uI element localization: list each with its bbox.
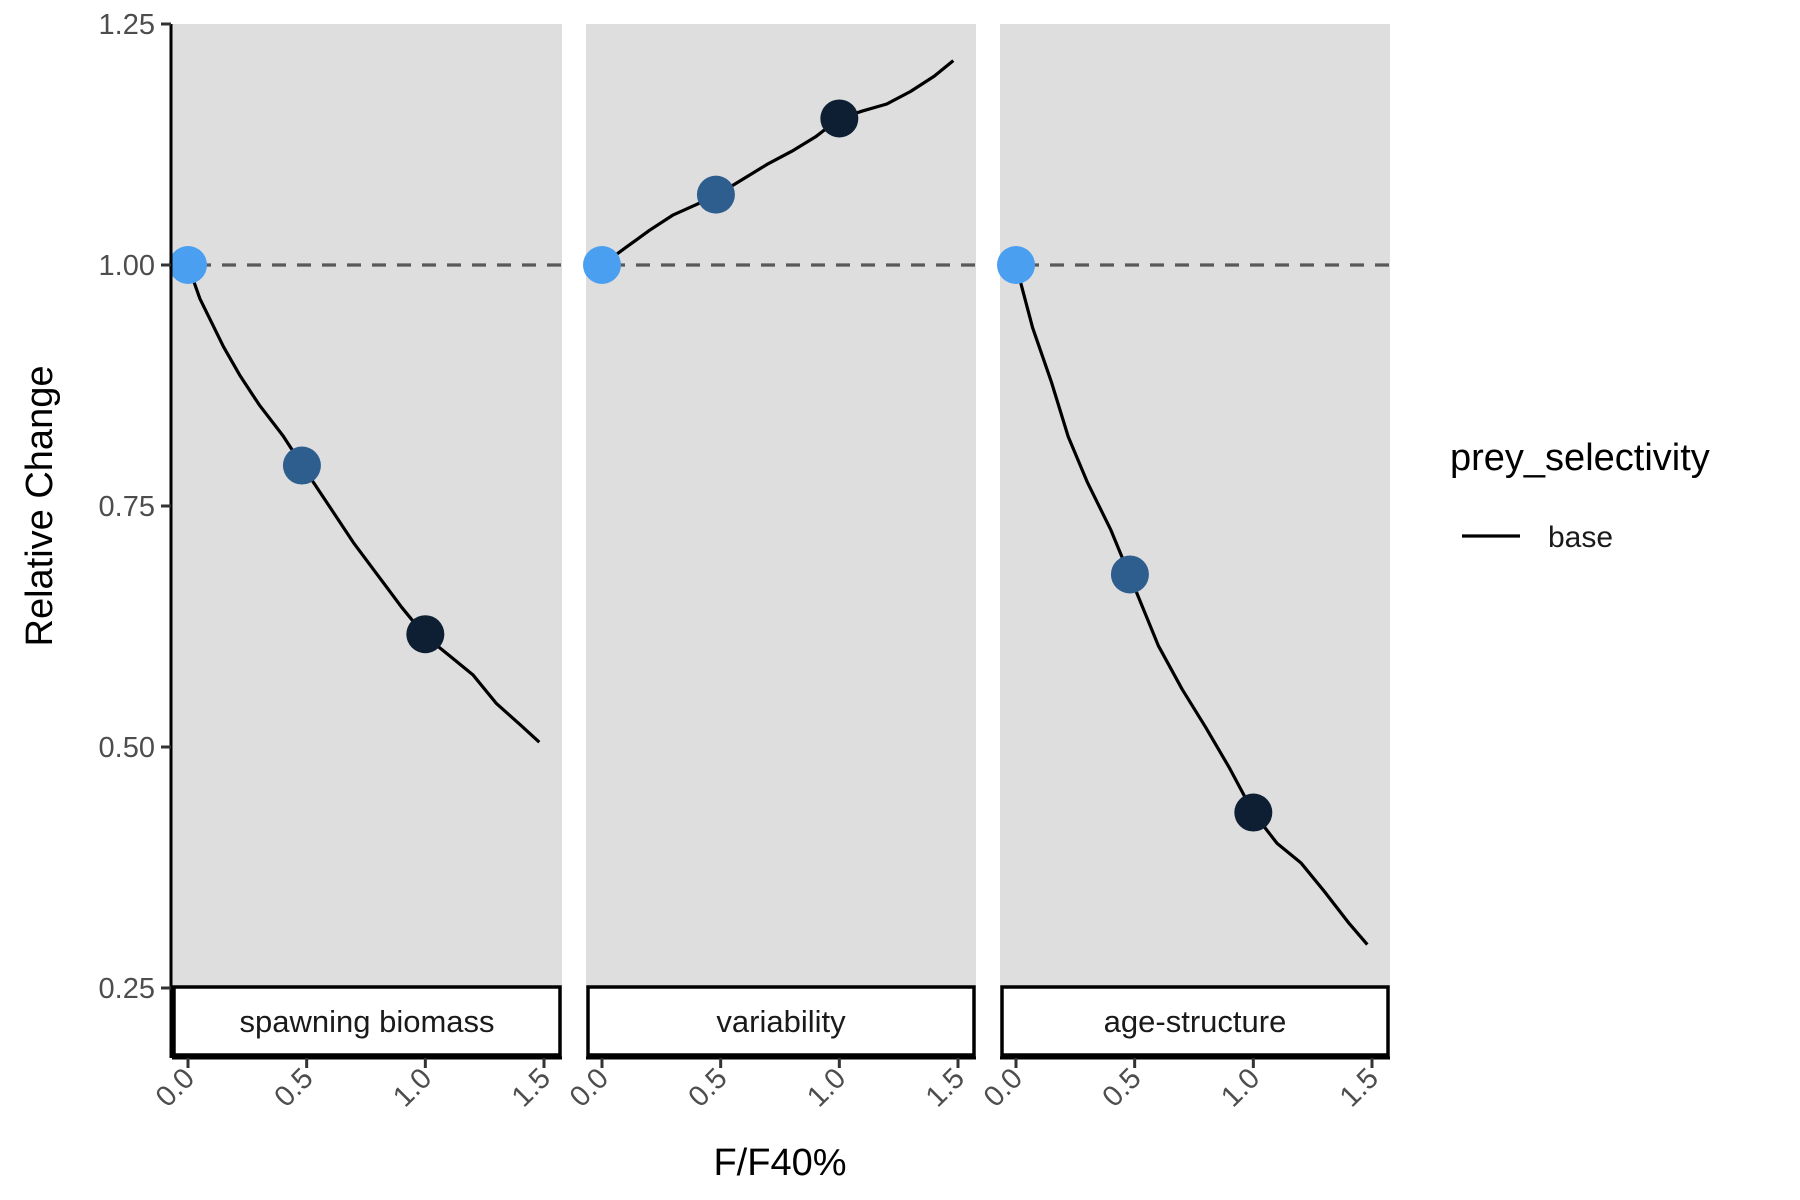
data-point bbox=[820, 99, 859, 138]
data-point bbox=[169, 246, 207, 284]
data-point bbox=[1234, 793, 1273, 832]
x-tick-label: 0.0 bbox=[564, 1062, 615, 1113]
legend-title: prey_selectivity bbox=[1450, 437, 1710, 479]
data-point bbox=[583, 246, 621, 284]
panel-background bbox=[172, 24, 562, 988]
facet-label: spawning biomass bbox=[239, 1004, 494, 1039]
x-tick-label: 0.5 bbox=[682, 1062, 733, 1113]
legend-label: base bbox=[1548, 521, 1613, 554]
data-point bbox=[696, 175, 735, 214]
data-point bbox=[1110, 555, 1149, 594]
x-tick-label: 0.0 bbox=[150, 1062, 201, 1113]
y-axis-title: Relative Change bbox=[19, 366, 61, 647]
facet-label: age-structure bbox=[1104, 1004, 1287, 1039]
x-tick-label: 0.0 bbox=[978, 1062, 1029, 1113]
data-point bbox=[282, 446, 321, 485]
facet-strip bbox=[1000, 985, 1390, 1057]
facet-strip bbox=[172, 985, 562, 1057]
panel-background bbox=[1000, 24, 1390, 988]
x-tick-label: 1.0 bbox=[801, 1062, 852, 1113]
data-point bbox=[997, 246, 1035, 284]
y-tick-label: 0.50 bbox=[99, 732, 155, 764]
series-line-base bbox=[1014, 264, 1369, 946]
y-tick-label: 1.00 bbox=[99, 250, 155, 282]
x-tick-label: 1.5 bbox=[1334, 1062, 1385, 1113]
panel-background bbox=[586, 24, 976, 988]
series-line-base bbox=[601, 59, 955, 267]
y-tick-label: 1.25 bbox=[99, 9, 155, 41]
x-tick-label: 0.5 bbox=[268, 1062, 319, 1113]
x-tick-label: 1.5 bbox=[506, 1062, 557, 1113]
y-tick-label: 0.75 bbox=[99, 491, 155, 523]
x-tick-label: 1.0 bbox=[387, 1062, 438, 1113]
facet-label: variability bbox=[716, 1004, 846, 1039]
facet-strip bbox=[586, 985, 976, 1057]
data-point bbox=[406, 615, 445, 654]
x-axis-title: F/F40% bbox=[713, 1142, 846, 1184]
x-tick-label: 1.5 bbox=[920, 1062, 971, 1113]
x-tick-label: 1.0 bbox=[1215, 1062, 1266, 1113]
series-line-base bbox=[186, 264, 541, 744]
x-tick-label: 0.5 bbox=[1096, 1062, 1147, 1113]
y-tick-label: 0.25 bbox=[99, 973, 155, 1005]
